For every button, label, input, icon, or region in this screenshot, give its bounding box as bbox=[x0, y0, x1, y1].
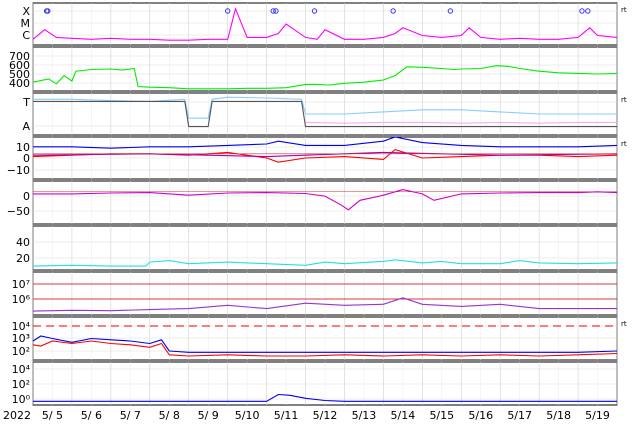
flare-marker bbox=[311, 8, 318, 14]
year-label: 2022 bbox=[3, 409, 31, 422]
x-date-label: 5/15 bbox=[429, 409, 454, 422]
x-date-label: 5/10 bbox=[235, 409, 260, 422]
series-line bbox=[32, 6, 618, 41]
x-date-label: 5/13 bbox=[352, 409, 377, 422]
panel-right-label: rt bbox=[621, 6, 627, 14]
y-tick-label: 40 bbox=[16, 236, 30, 249]
series-line bbox=[32, 335, 618, 353]
flare-marker bbox=[390, 8, 396, 14]
x-date-label: 5/ 7 bbox=[120, 409, 141, 422]
x-date-label: 5/18 bbox=[546, 409, 571, 422]
y-tick-label: 10² bbox=[12, 345, 30, 358]
flare-marker bbox=[447, 8, 454, 14]
y-tick-label: 600 bbox=[9, 59, 30, 72]
y-tick-label: 0 bbox=[23, 152, 30, 165]
flare-marker bbox=[585, 8, 591, 14]
y-tick-label: 10² bbox=[12, 378, 30, 391]
series-line bbox=[32, 65, 618, 90]
series-line bbox=[32, 259, 618, 267]
axis-labels: XMCrt700600500400TArt100−10rt0−50402010⁷… bbox=[7, 5, 627, 422]
x-date-label: 5/11 bbox=[274, 409, 299, 422]
y-tick-label: A bbox=[22, 120, 30, 133]
y-tick-label: T bbox=[22, 96, 30, 109]
flare-marker bbox=[579, 8, 585, 14]
y-tick-label: 0 bbox=[23, 190, 30, 203]
panel-right-label: rt bbox=[621, 96, 627, 104]
x-date-label: 5/16 bbox=[468, 409, 493, 422]
y-tick-label: 10⁴ bbox=[12, 363, 31, 376]
panel-right-label: rt bbox=[621, 320, 627, 328]
x-date-label: 5/12 bbox=[313, 409, 338, 422]
y-tick-label: 10⁴ bbox=[12, 320, 31, 333]
flare-marker bbox=[224, 8, 231, 14]
flare-marker bbox=[45, 8, 51, 14]
y-tick-label: 500 bbox=[9, 68, 30, 81]
x-date-label: 5/ 8 bbox=[159, 409, 180, 422]
y-tick-label: −10 bbox=[7, 164, 30, 177]
series-line bbox=[305, 121, 617, 124]
y-tick-label: 10⁰ bbox=[12, 393, 31, 406]
y-tick-label: 700 bbox=[9, 50, 30, 63]
series-line bbox=[33, 136, 618, 149]
y-tick-label: 10 bbox=[16, 141, 30, 154]
series-line bbox=[32, 340, 618, 357]
y-tick-label: 10³ bbox=[12, 332, 30, 345]
chart-marks bbox=[32, 6, 618, 402]
y-tick-label: 400 bbox=[9, 77, 30, 90]
x-date-label: 5/14 bbox=[391, 409, 416, 422]
y-tick-label: 10⁷ bbox=[12, 278, 30, 291]
y-tick-label: 10⁶ bbox=[12, 293, 31, 306]
x-date-label: 5/19 bbox=[585, 409, 610, 422]
panel-right-label: rt bbox=[621, 140, 627, 148]
series-line bbox=[33, 189, 618, 211]
series-line bbox=[33, 393, 617, 402]
y-tick-label: X bbox=[22, 5, 30, 18]
x-date-label: 5/ 6 bbox=[81, 409, 102, 422]
y-tick-label: 20 bbox=[16, 252, 30, 265]
flare-marker bbox=[270, 8, 276, 14]
series-line bbox=[32, 297, 617, 312]
y-tick-label: M bbox=[21, 17, 31, 30]
y-tick-label: −50 bbox=[7, 205, 30, 218]
x-date-label: 5/17 bbox=[507, 409, 532, 422]
x-date-label: 5/ 9 bbox=[198, 409, 219, 422]
series-line bbox=[33, 100, 617, 128]
flare-marker bbox=[273, 8, 279, 14]
y-tick-label: C bbox=[22, 29, 30, 42]
x-date-label: 5/ 5 bbox=[42, 409, 63, 422]
